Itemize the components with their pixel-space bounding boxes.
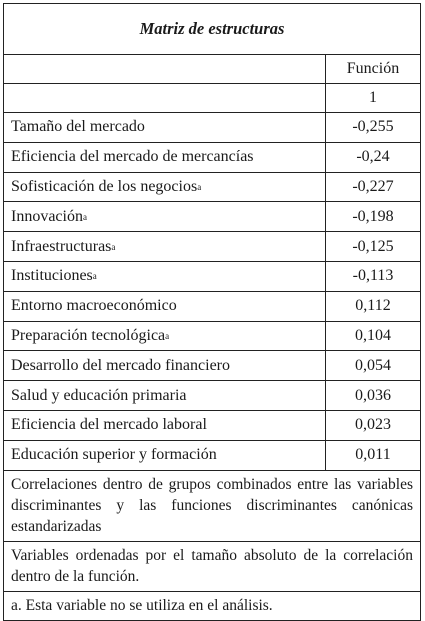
table-row: Desarrollo del mercado financiero 0,054 <box>4 351 420 382</box>
column-header-row: Función <box>4 55 420 84</box>
column-header-funcion: Función <box>346 60 400 77</box>
row-value: -0,113 <box>352 267 394 285</box>
row-label: Infraestructuras a <box>4 232 326 261</box>
row-label-text: Eficiencia del mercado laboral <box>11 416 207 434</box>
note-footnote-a: a. Esta variable no se utiliza en el aná… <box>11 596 273 614</box>
row-label: Salud y educación primaria <box>4 381 326 410</box>
row-label: Tamaño del mercado <box>4 113 326 142</box>
row-label: Eficiencia del mercado laboral <box>4 410 326 440</box>
row-label: Sofisticación de los negocios a <box>4 172 326 202</box>
table-row: Innovación a -0,198 <box>4 202 420 233</box>
row-value: 0,036 <box>355 386 391 404</box>
index-empty-cell <box>4 84 326 112</box>
row-value: 0,112 <box>355 297 391 315</box>
row-label: Preparación tecnológica a <box>4 321 326 351</box>
header-empty-cell <box>4 55 326 83</box>
table-row: Entorno macroeconómico 0,112 <box>4 291 420 322</box>
row-label-text: Preparación tecnológica <box>11 326 166 344</box>
row-label-text: Infraestructuras <box>11 237 112 255</box>
table-row: Eficiencia del mercado laboral 0,023 <box>4 410 420 441</box>
table-row: Sofisticación de los negocios a -0,227 <box>4 172 420 203</box>
note-ordering: Variables ordenadas por el tamaño absolu… <box>4 542 420 592</box>
row-value: -0,227 <box>352 177 394 195</box>
structure-matrix-table: Matriz de estructuras Función 1 Tamaño d… <box>3 3 421 621</box>
row-label-text: Sofisticación de los negocios <box>11 177 198 195</box>
row-value: -0,125 <box>352 237 394 255</box>
table-row: Preparación tecnológica a 0,104 <box>4 321 420 352</box>
row-value: 0,104 <box>355 326 391 344</box>
column-index: 1 <box>369 89 377 106</box>
row-label: Eficiencia del mercado de mercancías <box>4 142 326 172</box>
row-value: -0,255 <box>352 118 394 136</box>
table-row: Educación superior y formación 0,011 <box>4 440 420 471</box>
row-label: Entorno macroeconómico <box>4 291 326 321</box>
row-value: 0,023 <box>355 416 391 434</box>
row-label-text: Instituciones <box>11 267 93 285</box>
table-row: Salud y educación primaria 0,036 <box>4 381 420 411</box>
table-title: Matriz de estructuras <box>4 4 420 55</box>
table-row: Tamaño del mercado -0,255 <box>4 113 420 143</box>
table-row: Instituciones a -0,113 <box>4 261 420 292</box>
table-body: Tamaño del mercado -0,255 Eficiencia del m… <box>4 113 420 471</box>
row-label-text: Eficiencia del mercado de mercancías <box>11 148 254 166</box>
row-label: Desarrollo del mercado financiero <box>4 351 326 381</box>
column-index-row: 1 <box>4 84 420 113</box>
note-correlations: Correlaciones dentro de grupos combinado… <box>4 471 420 542</box>
row-label-text: Desarrollo del mercado financiero <box>11 356 231 374</box>
table-row: Eficiencia del mercado de mercancías -0,2… <box>4 142 420 173</box>
row-label: Educación superior y formación <box>4 440 326 470</box>
row-label-text: Innovación <box>11 207 83 225</box>
row-label-text: Salud y educación primaria <box>11 386 187 404</box>
row-value: -0,198 <box>352 207 394 225</box>
row-value: 0,011 <box>355 446 391 464</box>
row-label-text: Educación superior y formación <box>11 446 217 464</box>
row-label: Instituciones a <box>4 261 326 291</box>
row-label-text: Entorno macroeconómico <box>11 297 177 315</box>
table-row: Infraestructuras a -0,125 <box>4 232 420 262</box>
row-label-text: Tamaño del mercado <box>11 118 145 136</box>
row-label: Innovación a <box>4 202 326 232</box>
row-value: -0,24 <box>356 148 390 166</box>
row-value: 0,054 <box>355 356 391 374</box>
